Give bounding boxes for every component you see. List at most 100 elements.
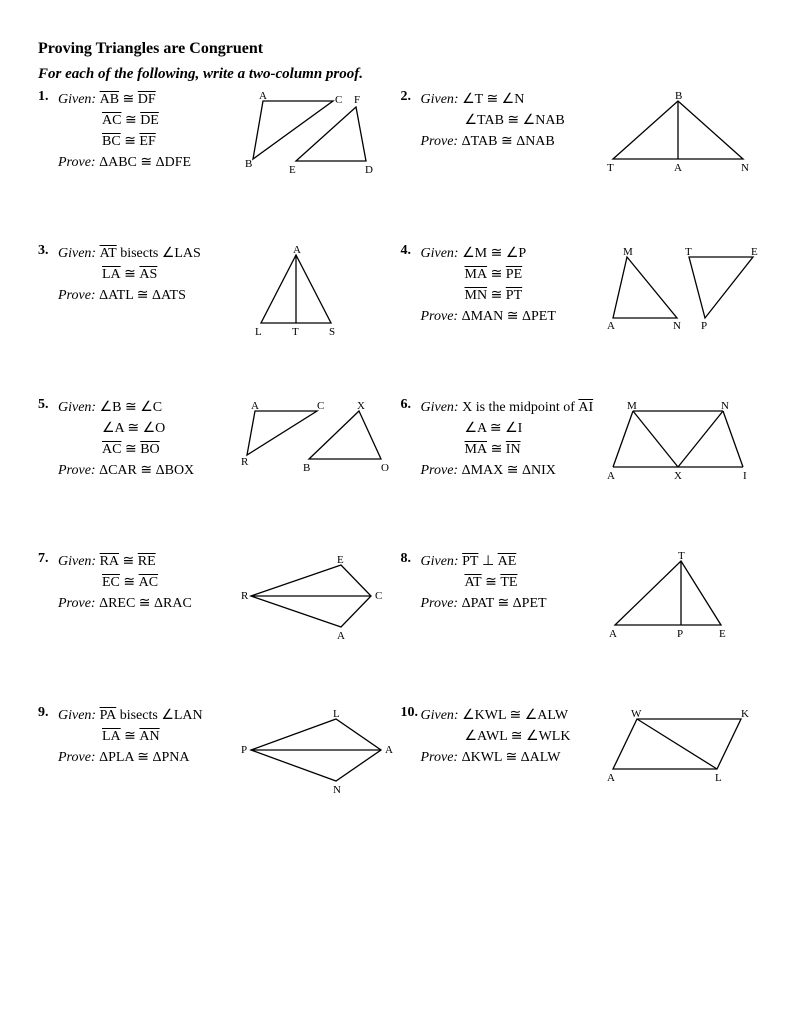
seg: MN — [465, 285, 488, 306]
problem-4: 4. Given: ∠M ≅ ∠P MA ≅ PE MN ≅ PT Prove:… — [401, 239, 754, 393]
svg-text:R: R — [241, 590, 249, 602]
prove-label: Prove: — [421, 596, 459, 611]
given-label: Given: — [421, 708, 459, 723]
seg: AC — [102, 439, 121, 460]
prove-stmt: ΔABC ≅ ΔDFE — [99, 155, 191, 170]
problem-text: Given: AB ≅ DF AC ≅ DE BC ≅ EF Prove: ΔA… — [58, 89, 241, 173]
prove-stmt: ΔKWL ≅ ΔALW — [462, 750, 561, 765]
problem-text: Given: ∠KWL ≅ ∠ALW ∠AWL ≅ ∠WLK Prove: ΔK… — [421, 705, 604, 768]
svg-text:C: C — [317, 400, 324, 412]
svg-text:A: A — [259, 90, 267, 102]
seg: IN — [506, 439, 521, 460]
svg-text:E: E — [289, 164, 296, 176]
problem-8: 8. Given: PT ⊥ AE AT ≅ TE Prove: ΔPAT ≅ … — [401, 547, 754, 701]
problem-2: 2. Given: ∠T ≅ ∠N ∠TAB ≅ ∠NAB Prove: ΔTA… — [401, 85, 754, 239]
stmt: ∠TAB ≅ ∠NAB — [465, 113, 565, 128]
prove-label: Prove: — [58, 750, 96, 765]
stmt: bisects ∠LAN — [116, 708, 202, 723]
svg-text:L: L — [333, 708, 340, 720]
seg: RE — [138, 551, 156, 572]
seg: LA — [102, 726, 121, 747]
svg-text:A: A — [609, 628, 617, 640]
svg-text:M: M — [623, 246, 633, 258]
seg: AT — [100, 243, 117, 264]
svg-text:S: S — [329, 326, 335, 338]
problems-grid: 1. Given: AB ≅ DF AC ≅ DE BC ≅ EF Prove:… — [38, 85, 753, 855]
svg-text:T: T — [685, 246, 692, 258]
svg-text:P: P — [677, 628, 683, 640]
svg-text:O: O — [381, 462, 389, 474]
figure: PL AN — [241, 705, 391, 795]
problem-text: Given: PT ⊥ AE AT ≅ TE Prove: ΔPAT ≅ ΔPE… — [421, 551, 604, 614]
seg: TE — [500, 572, 517, 593]
prove-label: Prove: — [58, 596, 96, 611]
prove-label: Prove: — [58, 463, 96, 478]
stmt: ∠A ≅ ∠I — [465, 421, 523, 436]
svg-text:X: X — [357, 400, 365, 412]
prove-stmt: ΔREC ≅ ΔRAC — [99, 596, 192, 611]
seg: DE — [140, 110, 159, 131]
stmt: bisects ∠LAS — [117, 246, 201, 261]
seg: MA — [465, 264, 488, 285]
problem-number: 5. — [38, 397, 58, 413]
svg-text:T: T — [607, 162, 614, 174]
problem-number: 9. — [38, 705, 58, 721]
prove-stmt: ΔPAT ≅ ΔPET — [462, 596, 547, 611]
svg-text:A: A — [385, 744, 393, 756]
figure: MAN TEP — [603, 243, 753, 333]
svg-text:N: N — [673, 320, 681, 332]
given-label: Given: — [58, 92, 96, 107]
figure: T A P E — [603, 551, 753, 641]
given-label: Given: — [421, 246, 459, 261]
svg-text:C: C — [335, 94, 342, 106]
prove-label: Prove: — [421, 750, 459, 765]
svg-text:B: B — [245, 158, 252, 170]
problem-7: 7. Given: RA ≅ RE EC ≅ AC Prove: ΔREC ≅ … — [38, 547, 391, 701]
figure: ACR XBO — [241, 397, 391, 477]
svg-text:C: C — [375, 590, 382, 602]
problem-number: 7. — [38, 551, 58, 567]
prove-stmt: ΔCAR ≅ ΔBOX — [99, 463, 194, 478]
svg-text:A: A — [293, 244, 301, 256]
svg-text:N: N — [741, 162, 749, 174]
given-label: Given: — [58, 708, 96, 723]
seg: PA — [100, 705, 117, 726]
problem-10: 10. Given: ∠KWL ≅ ∠ALW ∠AWL ≅ ∠WLK Prove… — [401, 701, 754, 855]
problem-number: 3. — [38, 243, 58, 259]
prove-stmt: ΔATL ≅ ΔATS — [99, 288, 186, 303]
svg-text:N: N — [333, 784, 341, 795]
svg-text:K: K — [741, 708, 749, 720]
seg: MA — [465, 439, 488, 460]
svg-text:A: A — [607, 320, 615, 332]
problem-text: Given: ∠B ≅ ∠C ∠A ≅ ∠O AC ≅ BO Prove: ΔC… — [58, 397, 241, 481]
problem-number: 10. — [401, 705, 421, 721]
problem-text: Given: ∠M ≅ ∠P MA ≅ PE MN ≅ PT Prove: ΔM… — [421, 243, 604, 327]
seg: BC — [102, 131, 121, 152]
seg: DF — [138, 89, 156, 110]
prove-label: Prove: — [421, 463, 459, 478]
prove-stmt: ΔPLA ≅ ΔPNA — [99, 750, 189, 765]
svg-text:B: B — [675, 90, 682, 102]
svg-text:L: L — [255, 326, 262, 338]
svg-text:R: R — [241, 456, 249, 468]
figure: WK AL — [603, 705, 753, 785]
stmt: ∠AWL ≅ ∠WLK — [465, 729, 571, 744]
svg-text:P: P — [701, 320, 707, 332]
seg: RA — [100, 551, 119, 572]
svg-text:X: X — [674, 470, 682, 482]
svg-text:T: T — [678, 551, 685, 562]
page-title: Proving Triangles are Congruent — [38, 40, 753, 58]
svg-text:E: E — [719, 628, 726, 640]
problem-text: Given: PA bisects ∠LAN LA ≅ AN Prove: ΔP… — [58, 705, 241, 768]
problem-number: 2. — [401, 89, 421, 105]
stmt: ∠T ≅ ∠N — [462, 92, 524, 107]
svg-text:N: N — [721, 400, 729, 412]
stmt: ∠A ≅ ∠O — [102, 421, 165, 436]
problem-number: 4. — [401, 243, 421, 259]
svg-text:B: B — [303, 462, 310, 474]
given-label: Given: — [58, 554, 96, 569]
seg: AB — [100, 89, 119, 110]
seg: LA — [102, 264, 121, 285]
svg-text:D: D — [365, 164, 373, 176]
svg-text:A: A — [674, 162, 682, 174]
